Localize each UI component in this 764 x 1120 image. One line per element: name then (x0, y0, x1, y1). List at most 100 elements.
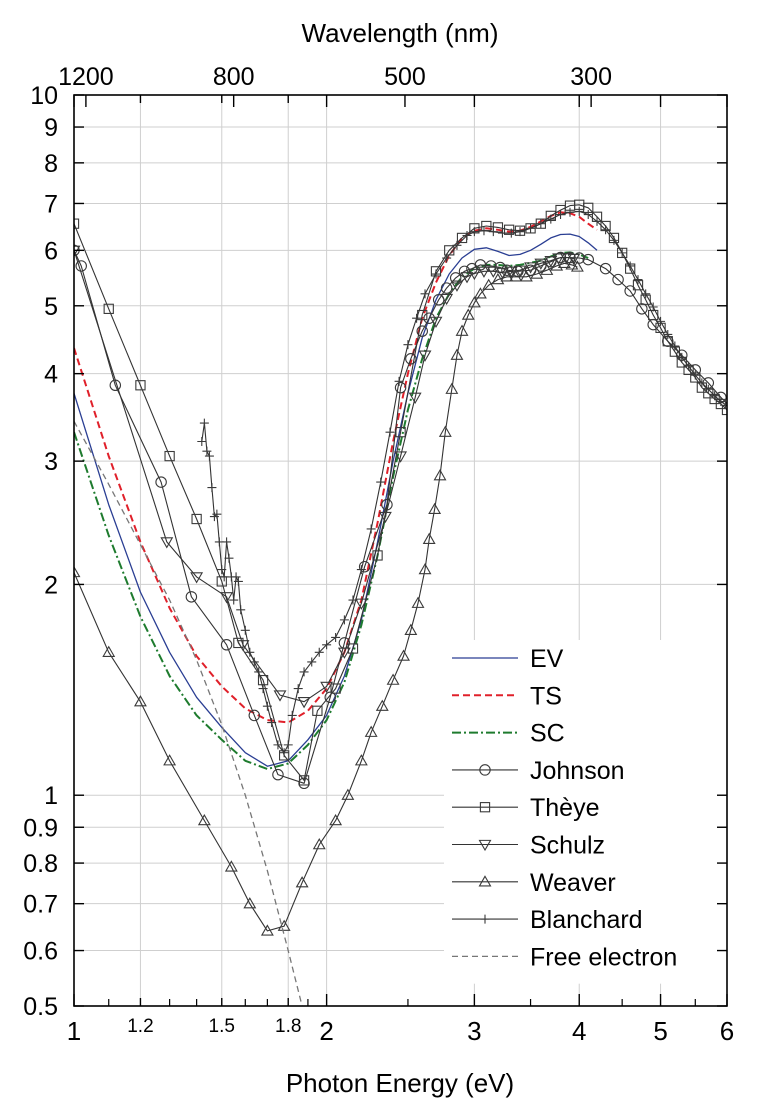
data-point (697, 378, 707, 388)
data-point (411, 596, 425, 608)
legend-label-th-ye: Thèye (530, 794, 599, 822)
x-tick-label: 1.8 (275, 1016, 301, 1037)
data-point (740, 416, 750, 426)
y-tick-label: 7 (44, 190, 58, 218)
data-point (722, 401, 727, 411)
data-point (412, 313, 422, 323)
data-point (394, 376, 404, 386)
data-point (467, 268, 481, 281)
data-point (273, 690, 287, 702)
y-tick-label: 5 (44, 293, 58, 321)
data-point (220, 639, 233, 651)
data-point (729, 405, 738, 414)
x-tick-label: 1.2 (127, 1016, 153, 1037)
plot-frame (73, 94, 728, 1007)
axes: 1 1.2 1.5 1.8 2 3 4 5 60.50.60.70.80.91234567891… (23, 63, 734, 1046)
series-line-ts (74, 211, 598, 724)
legend-item-johnson: Johnson (452, 757, 625, 785)
data-point (612, 273, 624, 286)
data-point (418, 562, 432, 575)
series-weaver (74, 256, 584, 936)
data-point (497, 228, 507, 238)
data-point (330, 683, 341, 694)
data-point (477, 266, 491, 278)
data-point (135, 380, 146, 391)
data-point (133, 695, 147, 707)
data-point (376, 477, 386, 487)
data-point (452, 240, 462, 250)
data-point (233, 637, 244, 649)
data-point (445, 382, 459, 394)
series-line-schulz (74, 250, 574, 703)
data-point (405, 353, 417, 365)
data-point (491, 272, 505, 285)
data-point (231, 572, 241, 582)
data-point (557, 256, 571, 268)
data-point (331, 632, 341, 642)
data-point (74, 565, 81, 578)
data-point (684, 361, 694, 371)
data-point (366, 524, 376, 534)
data-point (185, 591, 198, 603)
data-point (236, 605, 246, 615)
data-point (546, 214, 556, 224)
data-point (495, 267, 509, 280)
data-point (482, 278, 496, 290)
data-point (191, 513, 202, 525)
y-tick-label: 8 (44, 150, 58, 178)
data-point (420, 289, 430, 299)
legend-label-blanchard: Blanchard (530, 906, 643, 934)
data-point (524, 262, 538, 274)
data-point (461, 308, 475, 320)
data-point (293, 684, 303, 694)
data-point (479, 802, 491, 813)
data-point (670, 341, 680, 351)
data-point (469, 227, 479, 237)
data-point (249, 657, 259, 667)
data-point (404, 623, 418, 635)
data-point (552, 253, 566, 265)
data-point (299, 667, 309, 677)
series-ts (74, 211, 598, 724)
data-point (703, 384, 713, 394)
data-point (535, 218, 546, 229)
data-point (254, 667, 264, 677)
legend-label-weaver: Weaver (530, 869, 616, 897)
data-point (467, 296, 481, 308)
data-point (224, 553, 234, 563)
data-point (663, 329, 673, 339)
data-point (222, 537, 232, 547)
data-point (307, 657, 317, 667)
data-point (295, 876, 309, 888)
data-point (460, 272, 474, 284)
data-point (297, 697, 311, 709)
data-point (567, 253, 581, 266)
data-point (734, 414, 743, 423)
data-point (220, 592, 234, 604)
data-point (163, 754, 177, 766)
data-point (583, 210, 593, 220)
data-point (450, 348, 464, 360)
data-point (233, 576, 243, 586)
data-point (155, 476, 167, 488)
data-point (690, 370, 700, 380)
x-axis-title: Photon Energy (eV) (286, 1068, 514, 1098)
data-point (479, 764, 491, 776)
x-tick-label: 4 (572, 1016, 586, 1046)
data-point (103, 303, 114, 314)
data-point (245, 647, 255, 657)
data-point (636, 303, 648, 315)
data-point (442, 253, 452, 263)
data-point (599, 262, 612, 275)
data-point (329, 813, 343, 826)
data-point (423, 312, 435, 324)
series-line-free-electron (74, 420, 303, 1006)
data-point (236, 640, 250, 652)
series-blanchard (197, 206, 738, 758)
data-point (479, 226, 489, 236)
series-line-ev (74, 233, 598, 767)
legend: EV TS SC Johnson Thèye Schulz Weaver Blanchard F… (452, 645, 677, 971)
legend-item-free-electron: Free electron (452, 943, 677, 971)
data-point (633, 275, 643, 285)
data-point (565, 207, 575, 217)
